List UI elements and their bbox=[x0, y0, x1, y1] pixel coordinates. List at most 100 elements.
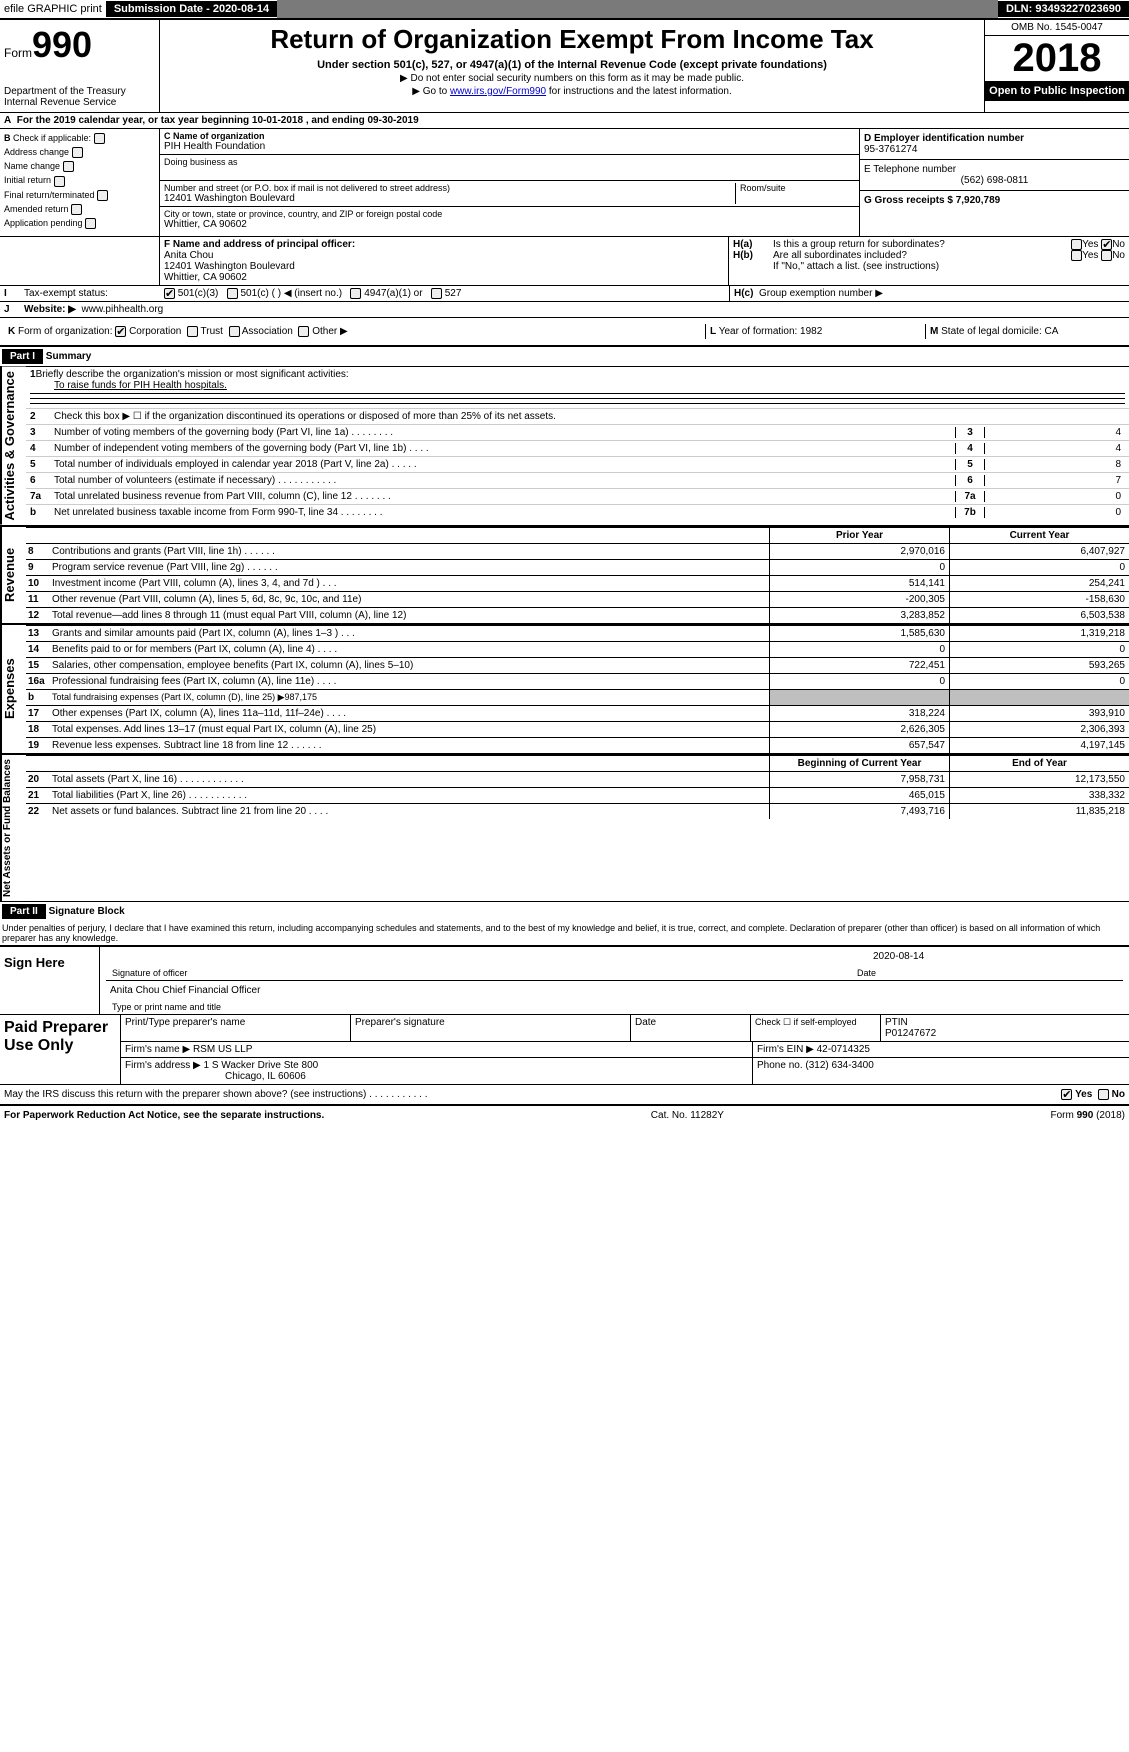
omb-number: OMB No. 1545-0047 bbox=[985, 20, 1129, 36]
hb-yes[interactable] bbox=[1071, 250, 1082, 261]
other-check[interactable] bbox=[298, 326, 309, 337]
part1-label: Part I bbox=[2, 349, 43, 364]
header-left: Form990 Department of the Treasury Inter… bbox=[0, 20, 160, 112]
assoc-check[interactable] bbox=[229, 326, 240, 337]
end-header: End of Year bbox=[949, 756, 1129, 771]
sig-title: Signature Block bbox=[49, 906, 125, 917]
room-label: Room/suite bbox=[740, 183, 855, 193]
hb-no[interactable] bbox=[1101, 250, 1112, 261]
data-line: 22Net assets or fund balances. Subtract … bbox=[26, 803, 1129, 819]
form-990: 990 bbox=[32, 24, 92, 65]
mission-text: To raise funds for PIH Health hospitals. bbox=[54, 380, 227, 391]
corp-check[interactable] bbox=[115, 326, 126, 337]
prior-header: Prior Year bbox=[769, 528, 949, 543]
firm-ein: 42-0714325 bbox=[817, 1044, 870, 1055]
trust-check[interactable] bbox=[187, 326, 198, 337]
b-opt-check[interactable] bbox=[71, 204, 82, 215]
hb-note: If "No," attach a list. (see instruction… bbox=[733, 261, 1125, 272]
gov-line: bNet unrelated business taxable income f… bbox=[26, 504, 1129, 520]
irs-link[interactable]: www.irs.gov/Form990 bbox=[450, 86, 546, 97]
gross-receipts: G Gross receipts $ 7,920,789 bbox=[864, 195, 1125, 206]
instr2: ▶ Go to www.irs.gov/Form990 for instruct… bbox=[164, 86, 980, 97]
opt-other: Other ▶ bbox=[312, 326, 347, 337]
form-header: Form990 Department of the Treasury Inter… bbox=[0, 18, 1129, 112]
part1-bar: Part I Summary bbox=[0, 347, 1129, 366]
paid-title: Paid Preparer Use Only bbox=[0, 1015, 120, 1084]
officer-addr2: Whittier, CA 90602 bbox=[164, 272, 724, 283]
sig-name: Anita Chou Chief Financial Officer bbox=[110, 985, 1119, 996]
org-addr: 12401 Washington Boulevard bbox=[164, 193, 735, 204]
data-line: 14Benefits paid to or for members (Part … bbox=[26, 641, 1129, 657]
opt-501c3: 501(c)(3) bbox=[178, 288, 219, 299]
b-opt-check[interactable] bbox=[63, 161, 74, 172]
check-label: Check if applicable: bbox=[13, 133, 91, 143]
vert-governance: Activities & Governance bbox=[0, 367, 26, 525]
phone-label: E Telephone number bbox=[864, 164, 1125, 175]
ha-no[interactable] bbox=[1101, 239, 1112, 250]
org-name: PIH Health Foundation bbox=[164, 141, 855, 152]
form-org-label: Form of organization: bbox=[18, 326, 113, 337]
opt-assoc: Association bbox=[242, 326, 293, 337]
4947-check[interactable] bbox=[350, 288, 361, 299]
perjury-text: Under penalties of perjury, I declare th… bbox=[0, 921, 1129, 945]
officer-label: F Name and address of principal officer: bbox=[164, 239, 355, 250]
self-emp-label: Check ☐ if self-employed bbox=[751, 1015, 881, 1041]
b-opt-check[interactable] bbox=[54, 176, 65, 187]
data-line: 18Total expenses. Add lines 13–17 (must … bbox=[26, 721, 1129, 737]
org-city: Whittier, CA 90602 bbox=[164, 219, 855, 230]
data-line: 19Revenue less expenses. Subtract line 1… bbox=[26, 737, 1129, 753]
firm-addr-label: Firm's address ▶ bbox=[125, 1060, 201, 1071]
discuss-text: May the IRS discuss this return with the… bbox=[4, 1089, 1061, 1100]
mission-label: Briefly describe the organization's miss… bbox=[36, 369, 349, 380]
instr2-post: for instructions and the latest informat… bbox=[546, 86, 732, 97]
gov-line: 7aTotal unrelated business revenue from … bbox=[26, 488, 1129, 504]
firm-phone-label: Phone no. bbox=[757, 1060, 803, 1071]
hc-text: Group exemption number ▶ bbox=[759, 288, 883, 299]
part2-label: Part II bbox=[2, 904, 46, 919]
b-opt-check[interactable] bbox=[85, 218, 96, 229]
gov-line: 6Total number of volunteers (estimate if… bbox=[26, 472, 1129, 488]
prep-sig-label: Preparer's signature bbox=[351, 1015, 631, 1041]
501c3-check[interactable] bbox=[164, 288, 175, 299]
opt-527: 527 bbox=[445, 288, 462, 299]
spacer bbox=[277, 0, 998, 18]
discuss-row: May the IRS discuss this return with the… bbox=[0, 1084, 1129, 1104]
data-line: 21Total liabilities (Part X, line 26) . … bbox=[26, 787, 1129, 803]
data-line: 16aProfessional fundraising fees (Part I… bbox=[26, 673, 1129, 689]
gov-line: 3Number of voting members of the governi… bbox=[26, 424, 1129, 440]
website-label: Website: ▶ bbox=[24, 304, 76, 315]
begin-header: Beginning of Current Year bbox=[769, 756, 949, 771]
discuss-yes[interactable] bbox=[1061, 1089, 1072, 1100]
instr2-pre: ▶ Go to bbox=[412, 86, 450, 97]
col-d: D Employer identification number 95-3761… bbox=[859, 129, 1129, 236]
department: Department of the Treasury Internal Reve… bbox=[4, 86, 155, 108]
footer-mid: Cat. No. 11282Y bbox=[651, 1110, 724, 1121]
instr1: ▶ Do not enter social security numbers o… bbox=[164, 73, 980, 84]
open-inspection: Open to Public Inspection bbox=[985, 81, 1129, 101]
form-title: Return of Organization Exempt From Incom… bbox=[164, 24, 980, 55]
officer-addr1: 12401 Washington Boulevard bbox=[164, 261, 724, 272]
top-bar: efile GRAPHIC print Submission Date - 20… bbox=[0, 0, 1129, 18]
527-check[interactable] bbox=[431, 288, 442, 299]
opt-501c: 501(c) ( ) ◀ (insert no.) bbox=[240, 288, 342, 299]
vert-net: Net Assets or Fund Balances bbox=[0, 755, 26, 901]
ha-yes[interactable] bbox=[1071, 239, 1082, 250]
revenue-section: Revenue Prior YearCurrent Year 8Contribu… bbox=[0, 527, 1129, 625]
paid-preparer: Paid Preparer Use Only Print/Type prepar… bbox=[0, 1014, 1129, 1084]
vert-expenses: Expenses bbox=[0, 625, 26, 753]
sign-here-label: Sign Here bbox=[0, 947, 100, 1014]
ha-text: Is this a group return for subordinates? bbox=[773, 239, 1071, 250]
row-k: K Form of organization: Corporation Trus… bbox=[0, 317, 1129, 347]
gov-line: 2Check this box ▶ ☐ if the organization … bbox=[26, 408, 1129, 424]
discuss-no[interactable] bbox=[1098, 1089, 1109, 1100]
b-opt-check[interactable] bbox=[72, 147, 83, 158]
firm-phone: (312) 634-3400 bbox=[805, 1060, 873, 1071]
hb-text: Are all subordinates included? bbox=[773, 250, 1071, 261]
part2-bar: Part II Signature Block bbox=[0, 902, 1129, 921]
website-row: J Website: ▶ www.pihhealth.org bbox=[0, 301, 1129, 317]
501c-check[interactable] bbox=[227, 288, 238, 299]
checkbox[interactable] bbox=[94, 133, 105, 144]
b-opt-check[interactable] bbox=[97, 190, 108, 201]
firm-addr1: 1 S Wacker Drive Ste 800 bbox=[204, 1060, 319, 1071]
sig-date-label: Date bbox=[857, 968, 1117, 978]
